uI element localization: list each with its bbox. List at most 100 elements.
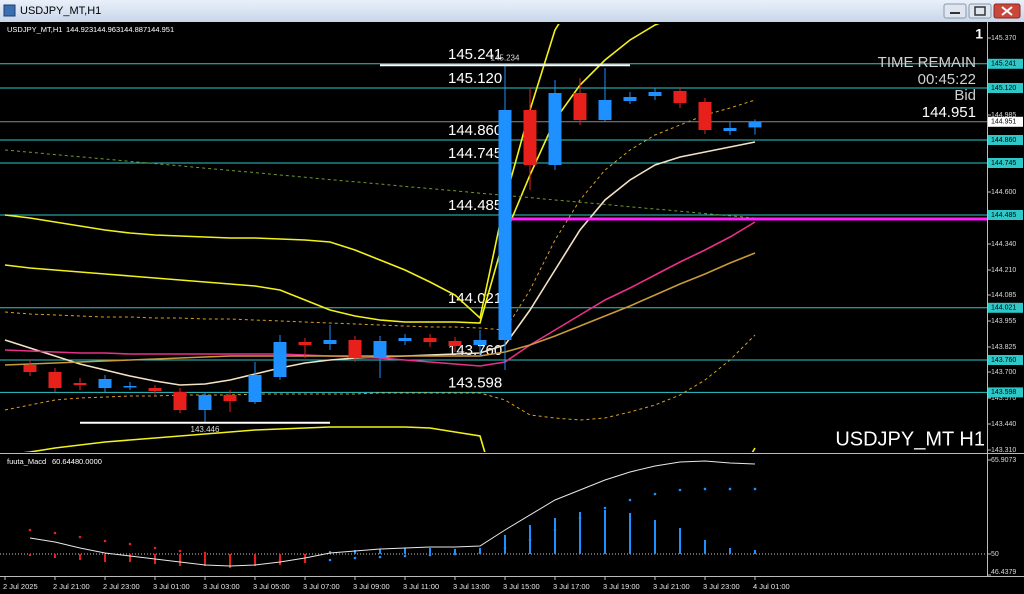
main-plot: 145.241 145.120 144.860 144.745 144.485 144.0… xyxy=(0,24,987,452)
signal-dot xyxy=(428,553,432,557)
x-tick-label: 4 Jul 01:00 xyxy=(753,582,790,591)
indicator-value: 0.0000 xyxy=(79,457,102,466)
ohlc-low: 144.887 xyxy=(120,25,147,34)
x-tick-label: 3 Jul 05:00 xyxy=(253,582,290,591)
indicator-line xyxy=(23,426,756,452)
histogram-bar xyxy=(129,553,131,562)
x-tick-label: 3 Jul 01:00 xyxy=(153,582,190,591)
level-axis-box xyxy=(988,210,1023,220)
candle-body xyxy=(498,110,512,340)
signal-dot xyxy=(453,552,457,556)
candle-body xyxy=(648,92,662,96)
x-tick-label: 3 Jul 23:00 xyxy=(703,582,740,591)
signal-dot xyxy=(178,549,182,553)
level-axis-box xyxy=(988,83,1023,93)
y-tick-label: 143.700 xyxy=(991,369,1016,376)
histogram-bar xyxy=(354,549,356,554)
histogram-bar xyxy=(254,553,256,566)
y-tick-label: 144.340 xyxy=(991,241,1016,248)
signal-dot xyxy=(228,554,232,558)
x-tick-label: 3 Jul 21:00 xyxy=(653,582,690,591)
signal-dot xyxy=(728,487,732,491)
ohlc-open: 144.923 xyxy=(66,25,93,34)
level-axis-box xyxy=(988,158,1023,168)
signal-dot xyxy=(603,506,607,510)
level-label: 144.021 xyxy=(448,290,502,307)
histogram-bar xyxy=(729,547,731,554)
y-tick-label: 46.4379 xyxy=(991,569,1016,576)
main-line xyxy=(29,460,756,567)
candle-body xyxy=(223,395,237,401)
level-axis-label: 145.120 xyxy=(991,85,1016,92)
y-tick-label: 144.210 xyxy=(991,267,1016,274)
level-axis-box xyxy=(988,355,1023,365)
macd-plot xyxy=(0,460,987,568)
y-tick-label: 143.955 xyxy=(991,318,1016,325)
signal-dot xyxy=(253,556,257,560)
x-tick-label: 3 Jul 09:00 xyxy=(353,582,390,591)
candle-body xyxy=(373,341,387,358)
y-tick-label: 145.370 xyxy=(991,35,1016,42)
y-tick-label: 143.570 xyxy=(991,395,1016,402)
signal-dot xyxy=(553,528,557,532)
candle-body xyxy=(723,128,737,131)
histogram-bar xyxy=(79,553,81,560)
histogram-bar xyxy=(229,553,231,568)
signal-dot xyxy=(53,531,57,535)
time-remain-label: TIME REMAIN xyxy=(878,54,976,71)
candle-body xyxy=(573,93,587,120)
level-label: 144.485 xyxy=(448,197,502,214)
level-label: 143.598 xyxy=(448,374,502,391)
minimize-button[interactable] xyxy=(943,3,967,19)
histogram-bar xyxy=(379,548,381,554)
candle-body xyxy=(423,338,437,342)
ohlc-high: 144.963 xyxy=(93,25,120,34)
signal-dot xyxy=(578,516,582,520)
signal-dot xyxy=(528,538,532,542)
level-label: 145.241 xyxy=(448,46,502,63)
histogram-bar xyxy=(204,553,206,566)
candle-body xyxy=(548,93,562,165)
y-tick-label: 143.310 xyxy=(991,447,1016,454)
candle-body xyxy=(448,341,462,346)
level-axis-label: 144.745 xyxy=(991,160,1016,167)
signal-dot xyxy=(753,487,757,491)
candle-body xyxy=(48,372,62,388)
level-axis-label: 145.241 xyxy=(991,61,1016,68)
maximize-icon xyxy=(974,6,986,16)
level-label: 145.120 xyxy=(448,70,502,87)
candle-body xyxy=(348,340,362,358)
histogram-bar xyxy=(479,547,481,554)
candle-body xyxy=(73,383,87,385)
time-remain: 00:45:22 xyxy=(918,71,976,88)
low-mark-label: 143.446 xyxy=(191,425,220,434)
level-axis-box xyxy=(988,387,1023,398)
x-tick-label: 2 Jul 23:00 xyxy=(103,582,140,591)
candle-body xyxy=(248,375,262,402)
candle-body xyxy=(623,97,637,101)
signal-dot xyxy=(153,546,157,550)
signal-dot xyxy=(703,487,707,491)
bid-value: 144.951 xyxy=(922,104,976,121)
candle-body xyxy=(298,342,312,345)
candle-body xyxy=(98,379,112,388)
level-axis-label: 143.760 xyxy=(991,357,1016,364)
close-icon xyxy=(1001,6,1013,16)
x-tick-label: 2 Jul 2025 xyxy=(3,582,38,591)
candle-body xyxy=(698,102,712,130)
candle-body xyxy=(473,340,487,345)
signal-dot xyxy=(128,542,132,546)
x-tick-label: 3 Jul 19:00 xyxy=(603,582,640,591)
signal-dot xyxy=(653,492,657,496)
signal-dot xyxy=(328,558,332,562)
maximize-button[interactable] xyxy=(968,3,992,19)
signal-dot xyxy=(503,546,507,550)
x-tick-label: 3 Jul 17:00 xyxy=(553,582,590,591)
annotations: 145.370 144.985 144.600 144.340 144.210 144.0… xyxy=(3,25,1023,591)
y-tick-label: 143.440 xyxy=(991,421,1016,428)
x-tick-label: 3 Jul 13:00 xyxy=(453,582,490,591)
corner-number: 1 xyxy=(975,26,983,42)
level-axis-box xyxy=(988,302,1023,313)
